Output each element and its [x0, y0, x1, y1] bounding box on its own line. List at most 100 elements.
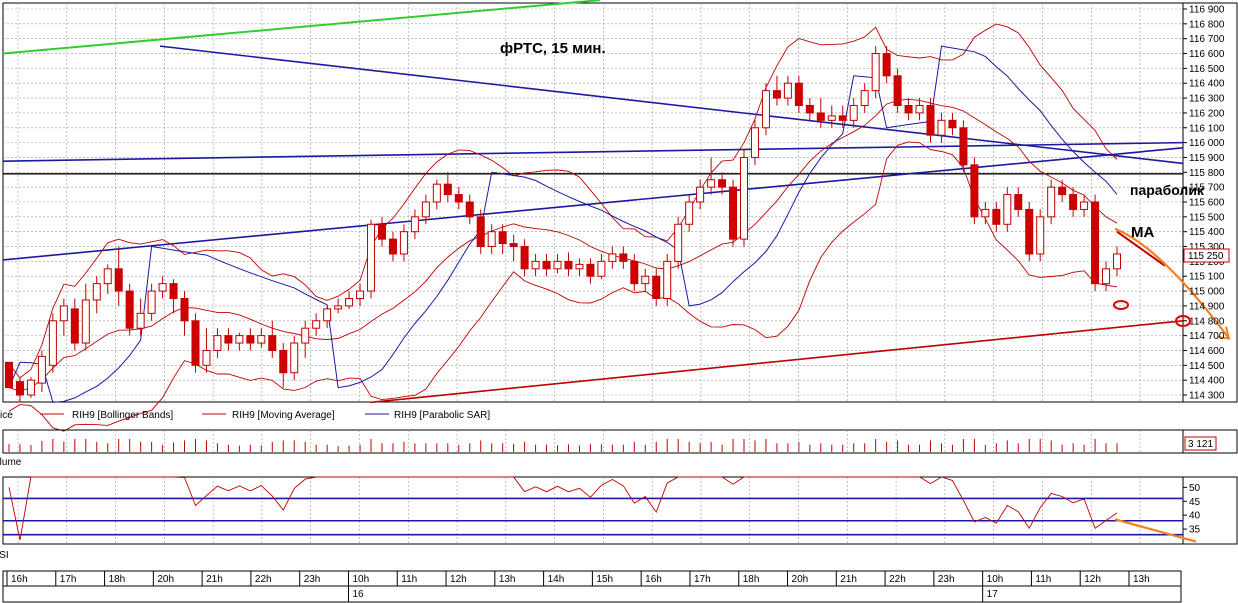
price-tick-label: 115 000 — [1189, 287, 1225, 298]
candle-up — [410, 216, 419, 233]
last-price-label: 115 250 — [1188, 251, 1224, 262]
time-axis: 16h 17h 18h 20h 21h 22h 23h 10h 11h 12h 13h 14h 15h 1… — [2, 570, 1182, 603]
day-tick-label: 16 — [352, 589, 364, 600]
price-tick-label: 116 000 — [1189, 138, 1225, 149]
candle-up — [37, 355, 46, 384]
candle-down — [1069, 194, 1078, 210]
price-tick-label: 115 600 — [1189, 198, 1225, 209]
volume-axis-frame — [1182, 429, 1238, 454]
candle-up — [421, 201, 430, 218]
candle-down — [454, 194, 463, 203]
hour-tick-label: 21h — [206, 574, 223, 585]
candle-up — [213, 335, 222, 351]
green-trend-line — [2, 0, 601, 55]
candle-down — [948, 119, 957, 129]
candle-up — [707, 179, 716, 188]
candle-up — [871, 53, 880, 92]
last-price-box — [1183, 248, 1230, 263]
candle-down — [443, 183, 452, 196]
hour-tick-label: 13h — [1133, 574, 1150, 585]
candle-up — [915, 105, 924, 114]
bollinger-upper — [8, 23, 1118, 379]
candle-down — [652, 275, 661, 300]
price-tick-label: 114 800 — [1189, 316, 1225, 327]
forecast-arrow — [1114, 227, 1229, 338]
candle-down — [114, 268, 123, 292]
candle-down — [805, 105, 814, 114]
candle-up — [937, 119, 946, 136]
candle-up — [92, 283, 101, 301]
target-marker-inner — [1113, 300, 1129, 310]
candle-up — [641, 275, 650, 285]
candle-down — [15, 381, 24, 396]
price-tick-label: 116 600 — [1189, 49, 1225, 60]
hour-tick-label: 22h — [889, 574, 906, 585]
hour-tick-label: 23h — [938, 574, 955, 585]
support-line — [369, 319, 1184, 404]
hour-tick-label: 10h — [987, 574, 1004, 585]
hour-tick-label: 16h — [11, 574, 28, 585]
price-tick-label: 114 700 — [1189, 331, 1225, 342]
candle-down — [498, 231, 507, 245]
candle-up — [553, 260, 562, 270]
price-tick-label: 115 400 — [1189, 227, 1225, 238]
candle-up — [860, 90, 869, 107]
hour-tick-label: 11h — [1035, 574, 1051, 585]
candle-up — [323, 308, 332, 322]
candle-down — [893, 75, 902, 107]
candle-up — [663, 260, 672, 299]
hour-tick-label: 23h — [304, 574, 321, 585]
hour-tick-label: 12h — [1084, 574, 1101, 585]
candle-up — [575, 263, 584, 270]
price-panel: 114 300 114 400 114 500 114 600 114 700 114 8… — [2, 0, 1238, 432]
candle-up — [158, 283, 167, 292]
candle-down — [718, 179, 727, 188]
sar-annotation: параболик — [1130, 182, 1205, 198]
candle-down — [224, 335, 233, 344]
hour-tick-label: 14h — [548, 574, 565, 585]
rsi-line — [8, 476, 1118, 541]
price-tick-label: 114 300 — [1189, 391, 1225, 402]
price-tick-label: 115 300 — [1189, 242, 1225, 253]
candle-up — [367, 223, 376, 292]
legend-ma: RIH9 [Moving Average] — [232, 410, 335, 421]
channel-line-upper-2 — [159, 45, 1184, 165]
candle-up — [301, 327, 310, 344]
target-marker-axis — [1175, 315, 1191, 327]
hour-tick-label: 21h — [840, 574, 857, 585]
legend-price: Price — [0, 410, 13, 421]
candle-up — [487, 231, 496, 248]
price-tick-label: 115 900 — [1189, 153, 1225, 164]
volume-panel: 3 121 Volume — [0, 429, 1238, 468]
channel-line-upper — [2, 141, 1184, 162]
legend-bollinger: RIH9 [Bollinger Bands] — [72, 410, 173, 421]
rsi-tick-label: 45 — [1189, 497, 1201, 508]
candle-up — [1047, 186, 1056, 218]
hour-tick-label: 13h — [499, 574, 516, 585]
price-tick-label: 114 500 — [1189, 361, 1225, 372]
candle-up — [1003, 194, 1012, 225]
candle-down — [970, 164, 979, 218]
candle-up — [345, 298, 354, 307]
candle-down — [794, 82, 803, 106]
price-tick-label: 116 900 — [1189, 5, 1225, 16]
price-tick-label: 116 300 — [1189, 94, 1225, 105]
day-tick-label: 17 — [987, 589, 999, 600]
legend-sar: RIH9 [Parabolic SAR] — [394, 410, 490, 421]
hour-tick-label: 18h — [109, 574, 126, 585]
candle-up — [399, 231, 408, 255]
volume-last-label: 3 121 — [1188, 439, 1213, 450]
candle-down — [619, 253, 628, 262]
volume-panel-frame — [2, 429, 1184, 454]
candle-up — [312, 320, 321, 329]
candle-up — [674, 223, 683, 262]
candle-down — [279, 349, 288, 374]
candle-up — [103, 268, 112, 285]
hour-tick-label: 12h — [450, 574, 467, 585]
price-tick-label: 116 700 — [1189, 34, 1225, 45]
ma-annotation: MA — [1131, 224, 1154, 241]
price-tick-label: 116 400 — [1189, 79, 1225, 90]
rsi-tick-label: 50 — [1189, 483, 1201, 494]
candle-down — [246, 335, 255, 344]
price-tick-label: 114 900 — [1189, 301, 1225, 312]
